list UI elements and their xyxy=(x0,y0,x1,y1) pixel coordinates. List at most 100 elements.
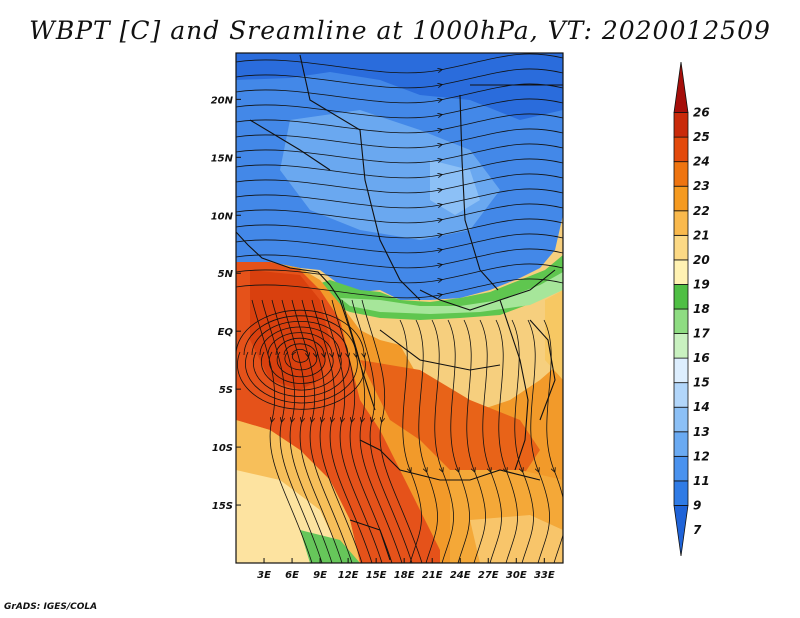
grads-credit: GrADS: IGES/COLA xyxy=(4,602,98,612)
colorbar-segment xyxy=(673,382,689,408)
streamline xyxy=(311,299,373,563)
streamline xyxy=(236,128,563,149)
streamline xyxy=(236,158,563,179)
colorbar-segment xyxy=(673,480,689,506)
colorbar-segment xyxy=(673,284,689,310)
colorbar-segment xyxy=(673,505,689,557)
streamline xyxy=(236,173,563,194)
colorbar: 7 9 11 12 13 14 15 16 17 18 19 20 21 22 23 24 25 26 xyxy=(673,61,710,557)
lon-tick-label: 15E xyxy=(366,570,387,581)
streamline xyxy=(291,349,308,363)
colorbar-label: 9 xyxy=(693,498,701,512)
streamline xyxy=(283,343,317,371)
colorbar-segment xyxy=(673,234,689,261)
colorbar-label: 25 xyxy=(693,130,710,144)
streamline xyxy=(271,299,333,563)
streamlines xyxy=(236,53,563,563)
lat-tick-label: EQ xyxy=(218,327,234,338)
colorbar-segment xyxy=(673,210,689,236)
streamline xyxy=(495,319,518,563)
colorbar-segment xyxy=(673,161,689,187)
streamline xyxy=(415,319,438,563)
streamline xyxy=(236,98,563,119)
streamline xyxy=(331,299,393,563)
streamline xyxy=(236,203,563,224)
lon-tick-label: 27E xyxy=(478,570,499,581)
streamline xyxy=(447,319,470,563)
lon-tick-label: 9E xyxy=(313,570,327,581)
streamline xyxy=(463,319,486,563)
streamline xyxy=(236,278,563,299)
longitude-axis: 3E 6E 9E 12E 15E 18E 21E 24E 27E 30E 33E xyxy=(257,558,555,581)
streamline xyxy=(281,299,343,563)
streamline xyxy=(479,319,502,563)
colorbar-label: 26 xyxy=(693,106,710,120)
colorbar-label: 16 xyxy=(693,351,710,365)
streamline xyxy=(236,248,563,269)
colorbar-segment xyxy=(673,406,689,433)
colorbar-segment xyxy=(673,333,689,359)
colorbar-label: 17 xyxy=(693,327,710,341)
colorbar-label: 12 xyxy=(693,449,710,463)
streamline xyxy=(267,332,333,384)
lat-tick-label: 10N xyxy=(211,211,234,222)
lat-tick-label: 20N xyxy=(211,95,234,106)
lat-tick-label: 10S xyxy=(212,443,233,454)
streamline xyxy=(361,299,423,563)
streamline xyxy=(236,68,563,89)
lon-tick-label: 24E xyxy=(450,570,471,581)
colorbar-label: 15 xyxy=(693,376,710,390)
streamline xyxy=(236,113,563,134)
colorbar-label: 18 xyxy=(693,302,710,316)
colorbar-segment xyxy=(673,259,689,285)
lon-tick-label: 21E xyxy=(422,570,443,581)
colorbar-segment xyxy=(673,185,689,212)
streamline xyxy=(236,233,563,254)
streamline xyxy=(243,315,357,404)
streamline xyxy=(431,319,454,563)
streamline xyxy=(275,337,325,378)
colorbar-segment xyxy=(673,112,689,138)
colorbar-segment xyxy=(673,61,689,113)
colorbar-label: 23 xyxy=(693,179,710,193)
colorbar-segment xyxy=(673,357,689,384)
colorbar-label: 20 xyxy=(693,253,710,267)
lon-tick-label: 12E xyxy=(338,570,359,581)
latitude-axis: 20N 15N 10N 5N EQ 5S 10S 15S xyxy=(211,95,241,512)
lat-tick-label: 5S xyxy=(219,385,233,396)
streamline xyxy=(236,53,563,74)
streamline xyxy=(251,321,349,397)
streamline xyxy=(527,319,550,563)
colorbar-segment xyxy=(673,136,689,163)
streamline xyxy=(251,299,313,563)
streamline xyxy=(236,188,563,209)
streamline xyxy=(236,263,563,284)
streamline xyxy=(236,143,563,164)
streamline xyxy=(341,299,403,563)
colorbar-segment xyxy=(673,455,689,482)
streamline xyxy=(351,299,413,563)
lat-tick-label: 15N xyxy=(211,153,234,164)
colorbar-label: 24 xyxy=(693,155,710,169)
colorbar-segment xyxy=(673,308,689,334)
streamline xyxy=(236,218,563,239)
streamline xyxy=(236,309,365,410)
streamline xyxy=(321,299,383,563)
colorbar-label: 11 xyxy=(693,474,710,488)
streamline xyxy=(301,299,363,563)
colorbar-label: 19 xyxy=(693,277,710,291)
colorbar-label: 21 xyxy=(693,228,710,242)
lon-tick-label: 33E xyxy=(534,570,555,581)
lon-tick-label: 18E xyxy=(394,570,415,581)
streamline xyxy=(261,299,323,563)
lat-tick-label: 15S xyxy=(212,501,233,512)
colorbar-segment xyxy=(673,431,689,457)
lon-tick-label: 30E xyxy=(506,570,527,581)
lat-tick-label: 5N xyxy=(218,269,234,280)
lon-tick-label: 3E xyxy=(257,570,271,581)
colorbar-label: 14 xyxy=(693,400,710,414)
streamline xyxy=(236,83,563,104)
streamline xyxy=(259,326,341,391)
map-frame xyxy=(235,52,564,564)
